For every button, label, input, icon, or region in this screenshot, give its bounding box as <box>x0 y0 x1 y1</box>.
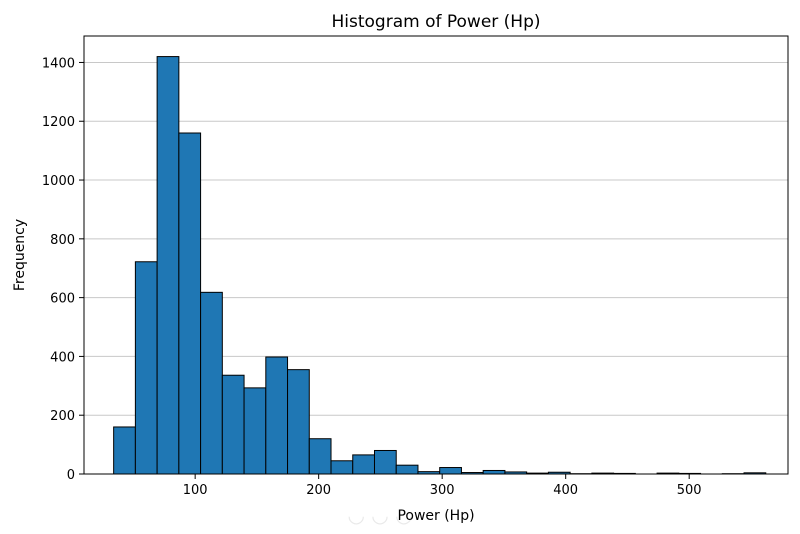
histogram-bar <box>352 454 375 475</box>
histogram-bar <box>265 356 289 475</box>
y-tick-label: 400 <box>50 350 75 365</box>
histogram-bar <box>373 449 397 475</box>
x-tick-label: 100 <box>183 483 208 498</box>
histogram-bar <box>308 438 332 475</box>
histogram-bar <box>178 132 202 475</box>
histogram-bar <box>287 369 310 475</box>
histogram-bar <box>482 469 506 475</box>
y-tick-label: 800 <box>50 233 75 248</box>
x-axis-ticks: 100 200 300 400 500 <box>183 474 702 498</box>
watermark-logo: ◡ ◡ ◡ <box>347 503 412 527</box>
histogram-bar <box>221 374 245 475</box>
x-tick-label: 300 <box>430 483 455 498</box>
plot-area-frame <box>83 35 789 475</box>
y-tick-label: 0 <box>67 468 75 483</box>
y-tick-label: 600 <box>50 292 75 307</box>
histogram-bar <box>113 426 136 475</box>
y-axis-ticks: 0 200 400 600 800 1000 1200 1400 <box>42 56 84 483</box>
histogram-bar <box>200 291 223 475</box>
y-tick-label: 1400 <box>42 56 75 71</box>
chart-title: Histogram of Power (Hp) <box>331 12 540 32</box>
y-tick-label: 1200 <box>42 115 75 130</box>
histogram-bar <box>156 56 180 475</box>
x-tick-label: 500 <box>677 483 702 498</box>
x-tick-label: 400 <box>553 483 578 498</box>
histogram-bars <box>113 56 767 475</box>
histogram-bar <box>395 464 419 475</box>
x-tick-label: 200 <box>306 483 331 498</box>
y-tick-label: 200 <box>50 409 75 424</box>
histogram-bar <box>134 261 158 475</box>
histogram-bar <box>439 467 462 475</box>
y-axis-label: Frequency <box>12 219 28 291</box>
y-tick-label: 1000 <box>42 174 75 189</box>
histogram-bar <box>243 387 267 475</box>
histogram-bar <box>330 460 354 475</box>
x-axis-label: Power (Hp) <box>397 508 474 524</box>
